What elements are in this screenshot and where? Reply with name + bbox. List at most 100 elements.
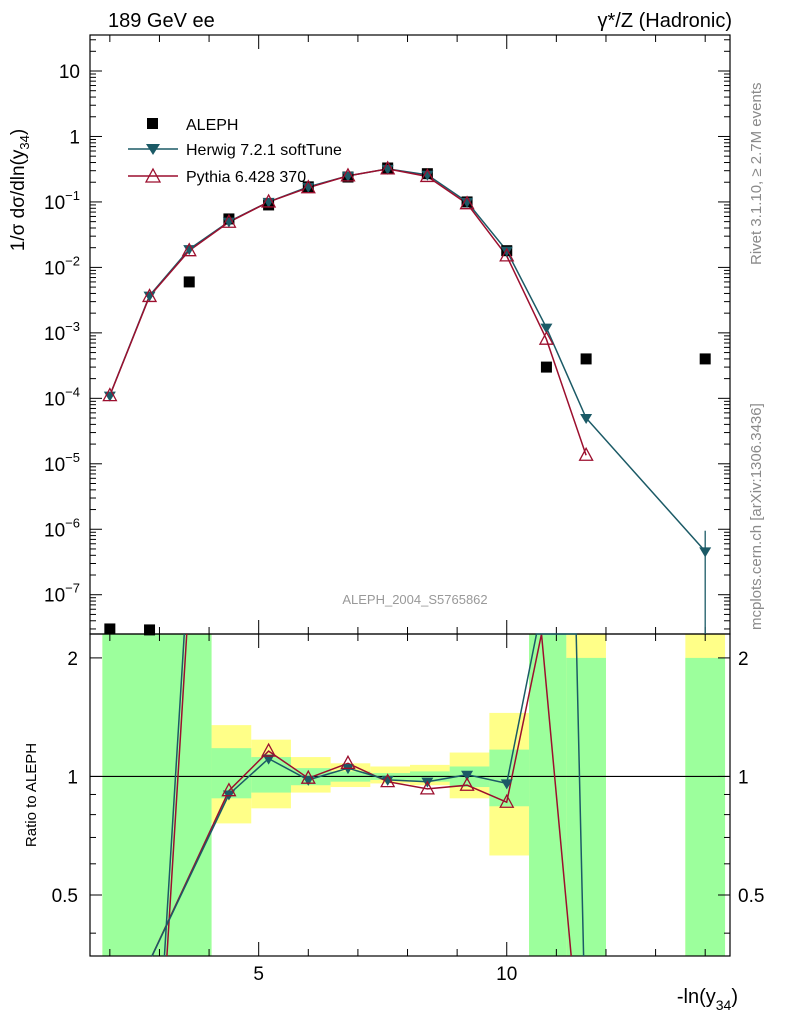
series-markers xyxy=(102,160,712,808)
y-tick-label: 10−6 xyxy=(44,515,80,541)
y-tick-mantissa: 1 xyxy=(69,127,80,148)
x-ticks: 5 10 xyxy=(109,35,706,985)
pythia-ratio-point xyxy=(221,782,237,797)
legend-marker-data xyxy=(147,118,158,129)
legend-marker-pythia xyxy=(144,167,162,183)
herwig-point xyxy=(183,245,196,256)
x-tick-label: 10 xyxy=(496,964,517,985)
herwig-point xyxy=(540,323,553,334)
y-tick-mantissa: 10 xyxy=(44,193,65,214)
y-tick-exponent: −7 xyxy=(65,581,80,596)
data-point xyxy=(104,623,116,635)
y-axis-label-close: ) xyxy=(8,129,29,135)
data-point xyxy=(183,276,195,288)
data-point xyxy=(580,353,592,365)
x-axis-label-main: -ln(y xyxy=(677,986,716,1008)
y-tick-label: 10−2 xyxy=(44,253,80,279)
y-tick-label: 10−3 xyxy=(44,319,80,345)
herwig-ratio-point xyxy=(302,775,315,786)
x-tick-label: 5 xyxy=(253,964,264,985)
y-tick-mantissa: 10 xyxy=(44,389,65,410)
band-green-1 xyxy=(211,748,252,799)
x-axis-label-close: ) xyxy=(731,986,738,1008)
y-axis-label-sub: 34 xyxy=(17,135,32,149)
y-tick-label: 10−1 xyxy=(44,188,80,214)
y-tick-label: 10 xyxy=(59,62,80,83)
pythia-ratio-point xyxy=(419,780,435,795)
pythia-point xyxy=(181,242,197,257)
y-tick-mantissa: 10 xyxy=(44,324,65,345)
pythia-point xyxy=(221,213,237,228)
band-green-0 xyxy=(102,634,212,956)
pythia-point xyxy=(141,288,158,303)
y-tick-label: 10−7 xyxy=(44,581,80,607)
pythia-point xyxy=(578,446,594,461)
x-axis-label: -ln(y34) xyxy=(677,986,738,1013)
band-green-2 xyxy=(251,757,291,793)
pythia-point xyxy=(538,330,555,345)
herwig-line xyxy=(109,168,706,552)
pythia-point xyxy=(419,168,435,183)
ratio-tick-label-right: 0.5 xyxy=(738,886,764,907)
legend-label-data: ALEPH xyxy=(186,117,238,134)
ratio-tick-label-right: 1 xyxy=(738,767,749,788)
data-point xyxy=(699,353,711,365)
pythia-point xyxy=(459,195,475,210)
side-label-rivet: Rivet 3.1.10, ≥ 2.7M events xyxy=(748,83,765,266)
pythia-ratio-point xyxy=(499,793,515,808)
data-point xyxy=(540,361,552,373)
pythia-point xyxy=(102,387,118,402)
side-label-mcplots: mcplots.cern.ch [arXiv:1306.3436] xyxy=(748,403,765,630)
ratio-tick-label-left: 0.5 xyxy=(52,886,78,907)
herwig-ratio-point xyxy=(262,754,275,765)
legend-label-herwig: Herwig 7.2.1 softTune xyxy=(186,142,342,159)
ratio-tick-label-left: 1 xyxy=(67,767,78,788)
y-tick-label: 10−4 xyxy=(44,384,80,410)
watermark: ALEPH_2004_S5765862 xyxy=(342,592,487,607)
y-tick-mantissa: 10 xyxy=(59,62,80,83)
y-tick-exponent: −2 xyxy=(65,253,80,268)
pythia-point xyxy=(300,179,316,194)
grid-and-axes xyxy=(89,34,731,957)
pythia-line xyxy=(109,168,587,456)
data-point xyxy=(144,624,156,636)
herwig-ratio-point xyxy=(461,770,474,781)
header-right: γ*/Z (Hadronic) xyxy=(598,10,732,32)
pythia-point xyxy=(340,167,356,182)
y-tick-mantissa: 10 xyxy=(44,455,65,476)
y-axis-label-main: 1/σ dσ/dln(y xyxy=(8,149,29,251)
pythia-ratio-point xyxy=(340,754,356,769)
y-tick-mantissa: 10 xyxy=(44,520,65,541)
pythia-point xyxy=(499,247,515,262)
y-tick-exponent: −6 xyxy=(65,515,80,530)
x-axis-label-sub: 34 xyxy=(716,997,732,1013)
herwig-ratio-point xyxy=(341,764,354,775)
band-green-9 xyxy=(529,634,567,956)
ratio-bands xyxy=(102,634,726,956)
pythia-point xyxy=(261,193,277,208)
ratio-tick-label-right: 2 xyxy=(738,649,749,670)
herwig-ratio-line xyxy=(151,633,585,957)
y-tick-label: 1 xyxy=(69,127,80,148)
ratio-frame xyxy=(89,633,731,957)
y-tick-exponent: −3 xyxy=(65,319,80,334)
herwig-point xyxy=(461,197,474,208)
pythia-ratio-point xyxy=(459,776,475,791)
pythia-ratio-point xyxy=(300,769,316,784)
y-tick-exponent: −1 xyxy=(65,188,80,203)
ratio-y-axis-label: Ratio to ALEPH xyxy=(23,743,40,847)
y-tick-exponent: −4 xyxy=(65,384,80,399)
y-tick-mantissa: 10 xyxy=(44,258,65,279)
herwig-point xyxy=(699,547,712,558)
herwig-point xyxy=(500,246,513,257)
band-green-10 xyxy=(566,657,606,956)
y-axis-label: 1/σ dσ/dln(y34) xyxy=(8,129,32,251)
herwig-point xyxy=(421,170,434,181)
band-green-11 xyxy=(685,657,726,956)
y-tick-mantissa: 10 xyxy=(44,586,65,607)
herwig-ratio-point xyxy=(500,779,513,790)
y-tick-exponent: −5 xyxy=(65,450,80,465)
herwig-point xyxy=(580,414,593,425)
